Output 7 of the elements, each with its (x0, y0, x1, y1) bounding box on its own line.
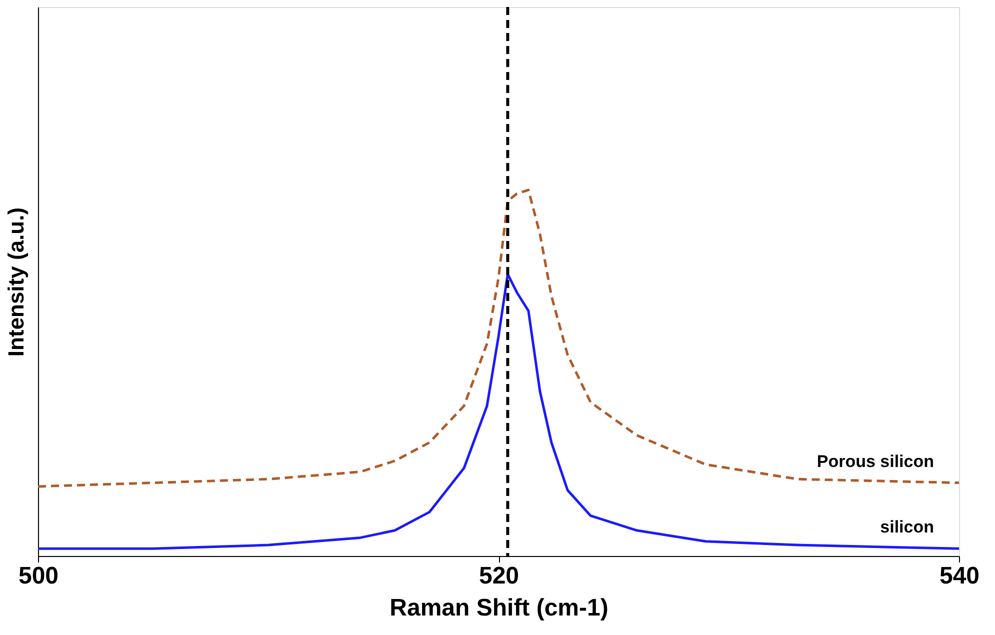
y-axis-title: Intensity (a.u.) (4, 207, 28, 357)
x-tick-label: 540 (939, 562, 980, 590)
x-axis-title: Raman Shift (cm-1) (390, 594, 608, 622)
series-label: Porous silicon (816, 452, 934, 471)
x-tick-label: 520 (478, 562, 520, 590)
series-label: silicon (880, 518, 934, 537)
x-tick-label: 500 (18, 562, 59, 590)
